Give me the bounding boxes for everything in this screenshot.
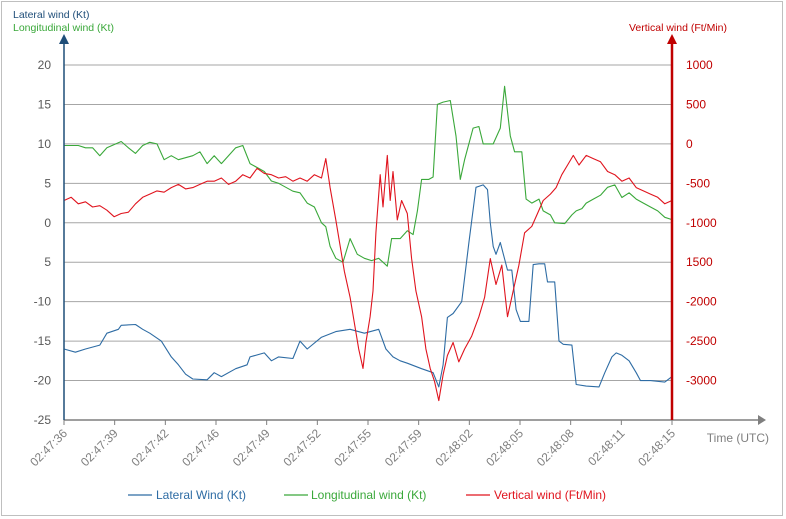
x-tick-label: 02:48:11	[585, 426, 628, 469]
left-tick-label: -20	[34, 374, 52, 388]
left-tick-label: -15	[34, 334, 52, 348]
left-tick-label: -25	[34, 413, 52, 427]
left-tick-label: 10	[38, 137, 52, 151]
right-tick-label: -3000	[686, 374, 717, 388]
vertical-axis-title: Vertical wind (Ft/Min)	[629, 22, 727, 34]
legend-label-longitudinal: Longitudinal wind (Kt)	[311, 488, 426, 502]
left-tick-label: 5	[44, 255, 51, 269]
tick-labels: 20 15 10 5 0 5 -10 -15 -20 -25 1000 500 0 -500 -1000 15…	[27, 58, 717, 469]
x-tick-label: 02:48:08	[534, 426, 577, 469]
vertical-wind-line	[63, 154, 673, 402]
left-tick-label: 0	[44, 216, 51, 230]
legend-label-vertical: Vertical wind (Ft/Min)	[494, 488, 606, 502]
lateral-wind-line	[63, 184, 673, 388]
x-axis-title: Time (UTC)	[707, 431, 769, 445]
x-tick-label: 02:47:46	[179, 426, 222, 469]
right-tick-label: 500	[686, 97, 706, 111]
legend: Lateral Wind (Kt) Longitudinal wind (Kt)…	[128, 488, 606, 502]
left-tick-label: -10	[34, 295, 52, 309]
legend-label-lateral: Lateral Wind (Kt)	[156, 488, 246, 502]
axes	[59, 34, 766, 425]
x-tick-label: 02:47:59	[382, 426, 425, 469]
left-axis-arrow	[59, 34, 69, 44]
x-tick-label: 02:48:15	[635, 426, 678, 469]
right-tick-label: -1000	[686, 216, 717, 230]
series-lines	[63, 85, 673, 402]
left-tick-label: 20	[38, 58, 52, 72]
right-tick-label: 1500	[686, 255, 713, 269]
right-tick-label: 1000	[686, 58, 713, 72]
longitudinal-axis-title: Longitudinal wind (Kt)	[13, 22, 114, 34]
right-tick-label: -500	[686, 176, 710, 190]
lateral-axis-title: Lateral wind (Kt)	[13, 9, 89, 21]
x-tick-label: 02:47:42	[129, 426, 172, 469]
x-tick-label: 02:47:36	[27, 426, 70, 469]
gridlines	[64, 64, 672, 382]
right-axis-arrow	[667, 34, 677, 44]
x-tick-label: 02:48:02	[433, 426, 476, 469]
x-tick-label: 02:47:55	[331, 426, 374, 469]
x-tick-label: 02:47:39	[78, 426, 121, 469]
right-tick-label: 0	[686, 137, 693, 151]
longitudinal-wind-line	[64, 85, 673, 267]
left-tick-label: 5	[44, 176, 51, 190]
right-tick-label: -2500	[686, 334, 717, 348]
x-tick-label: 02:47:49	[230, 426, 273, 469]
x-tick-label: 02:48:05	[483, 426, 526, 469]
x-tick-label: 02:47:52	[281, 426, 324, 469]
left-tick-label: 15	[38, 97, 52, 111]
right-tick-label: -2000	[686, 295, 717, 309]
x-axis-arrow	[758, 415, 766, 425]
